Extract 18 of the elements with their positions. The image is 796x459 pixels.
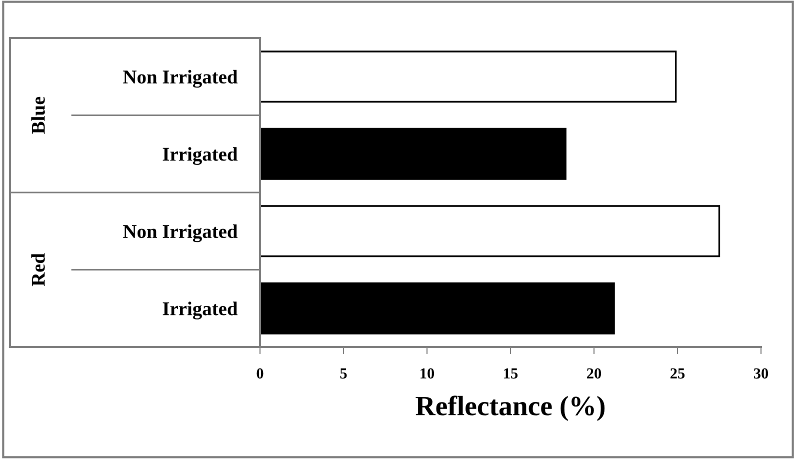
x-tick-label: 15 [504, 368, 518, 379]
bar [260, 282, 615, 334]
y-tick-label: Irrigated [162, 147, 238, 165]
y-tick-label: Non Irrigated [123, 224, 238, 242]
x-tick-label: 25 [670, 368, 685, 379]
bar [260, 50, 677, 103]
x-tick-label: 20 [587, 368, 602, 379]
x-tick-label: 30 [754, 368, 768, 379]
text: Blue [31, 96, 45, 134]
bar [260, 128, 566, 180]
y-tick-label: Non Irrigated [123, 70, 238, 88]
bar [260, 205, 720, 258]
x-tick-label: 5 [340, 368, 347, 379]
x-axis-title: Reflectance (%) [416, 396, 605, 422]
y-tick-label: Irrigated [162, 302, 238, 320]
text: Red [31, 253, 45, 286]
x-tick-label: 0 [256, 368, 264, 379]
x-tick-label: 10 [420, 368, 434, 379]
